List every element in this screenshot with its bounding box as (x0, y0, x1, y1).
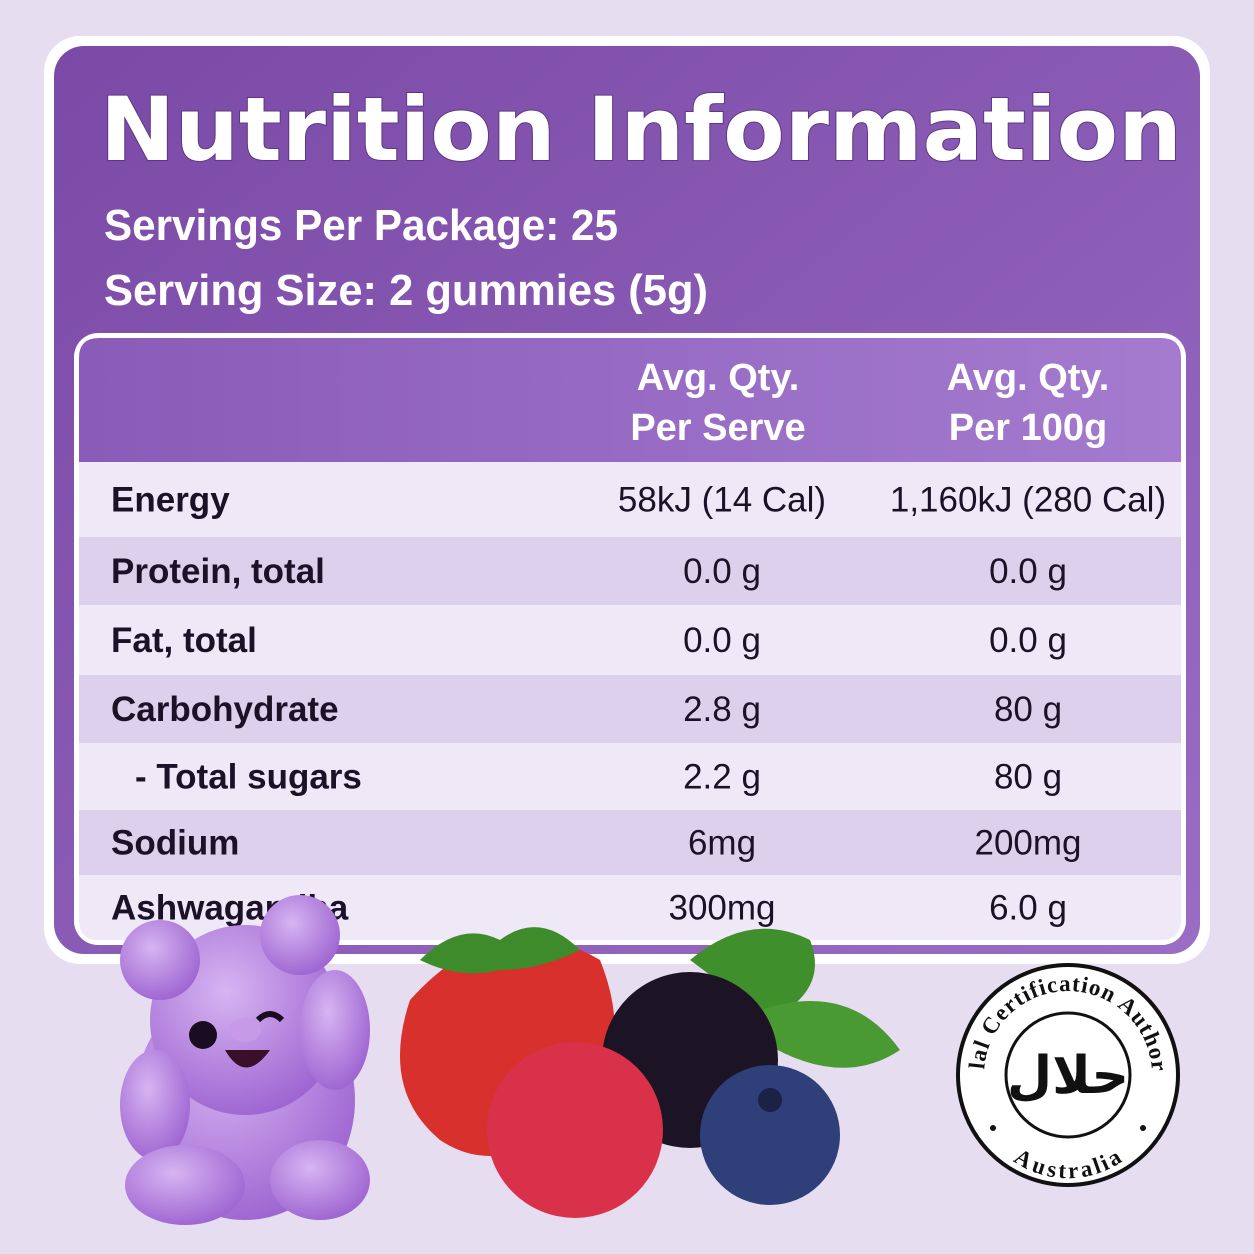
row-label: Fat, total (111, 621, 257, 660)
row-bg (79, 743, 1181, 810)
row-bg (79, 675, 1181, 743)
cell: 200mg (974, 824, 1081, 863)
cell: 2.2 g (683, 758, 761, 797)
cell: 80 g (994, 690, 1062, 729)
column-header: Avg. Qty. (637, 357, 800, 399)
cell: 58kJ (14 Cal) (618, 481, 826, 520)
column-header: Per Serve (630, 407, 805, 449)
row-bg (79, 537, 1181, 605)
cell: 300mg (668, 889, 775, 928)
fruits (400, 927, 900, 1218)
serving-size: Serving Size: 2 gummies (5g) (104, 266, 708, 315)
row-bg (79, 605, 1181, 675)
row-label: Carbohydrate (111, 690, 339, 729)
cell: 80 g (994, 758, 1062, 797)
row-label: Sodium (111, 824, 239, 863)
row-label: Protein, total (111, 552, 325, 591)
table-header-bg (79, 338, 1181, 462)
column-header: Avg. Qty. (947, 357, 1110, 399)
cell: 2.8 g (683, 690, 761, 729)
badge-center: حلال (1007, 1046, 1129, 1106)
cell: 1,160kJ (280 Cal) (890, 481, 1166, 520)
gummy-bear (120, 895, 370, 1225)
servings-per-package: Servings Per Package: 25 (104, 201, 618, 250)
cell: 0.0 g (989, 552, 1067, 591)
cell: 0.0 g (683, 621, 761, 660)
row-bg (79, 462, 1181, 537)
row-bg (79, 810, 1181, 875)
title: Nutrition Information (100, 78, 1182, 181)
cell: 0.0 g (989, 621, 1067, 660)
cell: 0.0 g (683, 552, 761, 591)
cell: 6mg (688, 824, 756, 863)
column-header: Per 100g (949, 407, 1107, 449)
row-bg (79, 875, 1181, 940)
cell: 6.0 g (989, 889, 1067, 928)
table: Avg. Qty. Per Serve Avg. Qty. Per 100g Energ… (79, 338, 1181, 940)
row-label: Energy (111, 481, 230, 520)
row-label: - Total sugars (135, 758, 362, 797)
